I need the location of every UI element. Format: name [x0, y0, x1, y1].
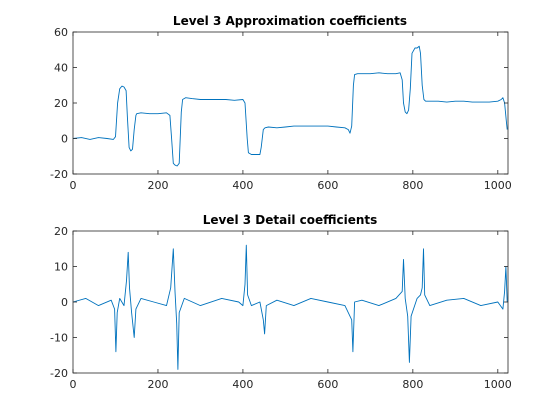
detail-x-tick-label: 600 — [317, 378, 338, 391]
detail-y-tick-label: 20 — [54, 225, 68, 238]
detail-y-tick-label: 10 — [54, 261, 68, 274]
detail-x-tick-label: 800 — [402, 378, 423, 391]
approximation-x-tick-label: 400 — [232, 179, 253, 192]
approximation-plot-area — [72, 31, 509, 175]
approximation-y-tick-label: 20 — [54, 97, 68, 110]
approximation-y-tick-label: 60 — [54, 26, 68, 39]
approximation-y-tick-label: 0 — [61, 133, 68, 146]
approximation-x-tick-label: 200 — [147, 179, 168, 192]
approximation-series-line — [72, 45, 508, 167]
detail-y-tick-label: -20 — [50, 367, 68, 380]
detail-y-tick-label: -10 — [50, 332, 68, 345]
detail-x-tick-label: 400 — [232, 378, 253, 391]
approximation-y-tick-label: -20 — [50, 168, 68, 181]
detail-x-tick-label: 200 — [147, 378, 168, 391]
approximation-x-tick-label: 0 — [70, 179, 77, 192]
approximation-title: Level 3 Approximation coefficients — [173, 14, 407, 28]
detail-title: Level 3 Detail coefficients — [203, 213, 378, 227]
detail-x-tick-label: 1000 — [484, 378, 512, 391]
approximation-x-tick-label: 600 — [317, 179, 338, 192]
approximation-y-tick-label: 40 — [54, 62, 68, 75]
detail-plot-area — [72, 230, 509, 374]
detail-y-tick-label: 0 — [61, 296, 68, 309]
approximation-x-tick-label: 800 — [402, 179, 423, 192]
approximation-axes: Level 3 Approximation coefficients 0 200 4… — [50, 14, 512, 192]
approximation-x-tick-label: 1000 — [484, 179, 512, 192]
detail-x-tick-label: 0 — [70, 378, 77, 391]
detail-axes: Level 3 Detail coefficients 0 200 400 600 80… — [50, 213, 512, 391]
detail-series-line — [72, 244, 508, 370]
